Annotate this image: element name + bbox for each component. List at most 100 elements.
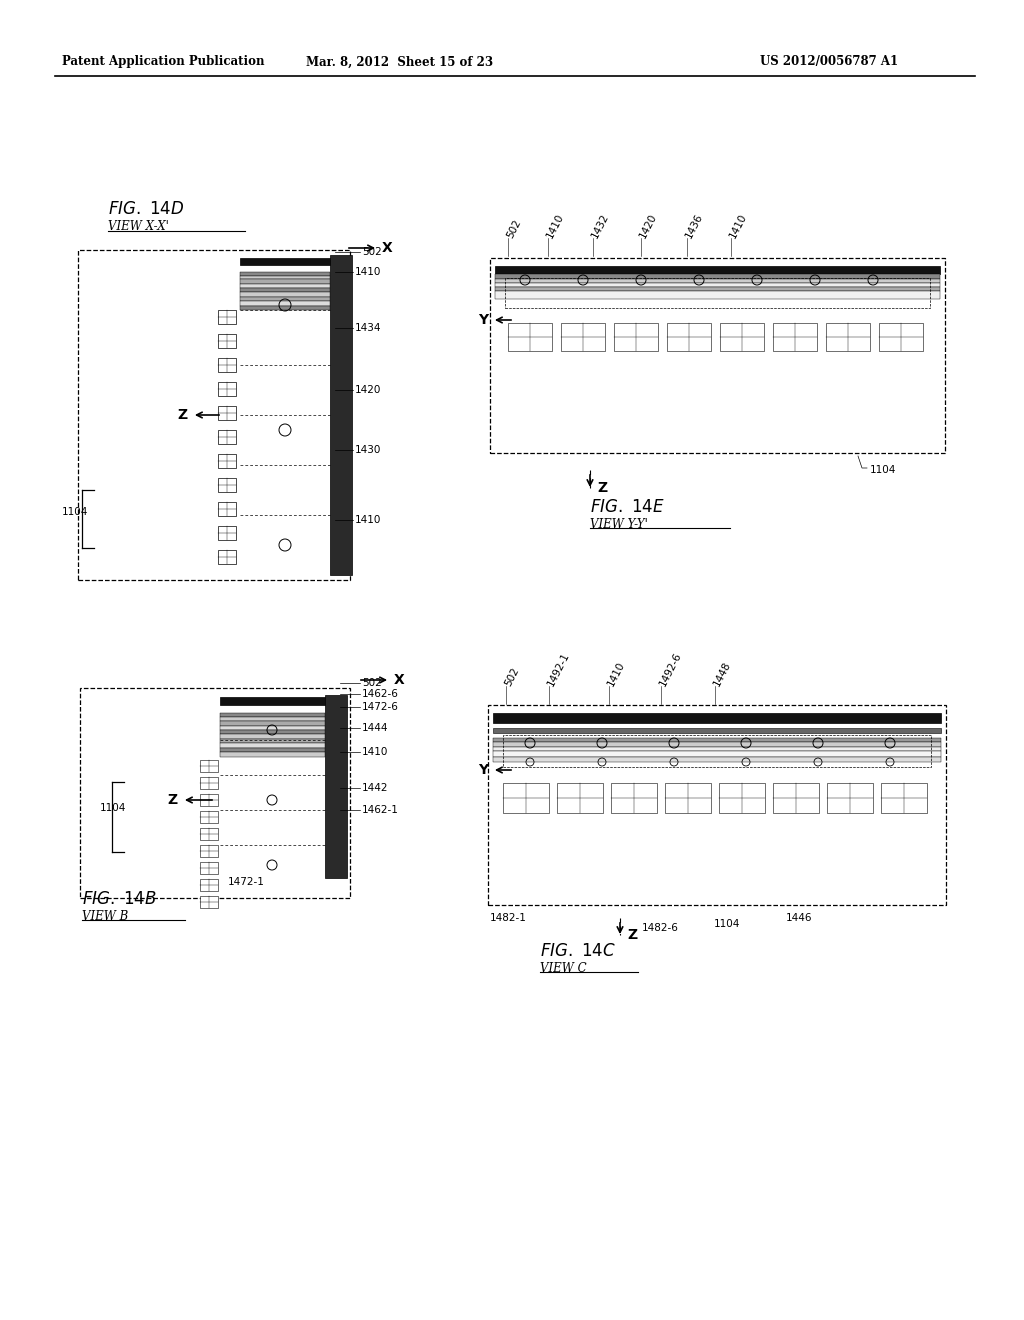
Text: 1448: 1448 [712,660,733,688]
Bar [488,705,946,906]
Bar [240,276,330,279]
Text: 1472-1: 1472-1 [228,876,265,887]
Bar [495,282,940,286]
Bar [495,267,940,275]
Text: VIEW X-X': VIEW X-X' [108,220,169,234]
Text: Z: Z [178,408,188,422]
Bar [493,756,941,762]
Bar [200,879,218,891]
Text: 1410: 1410 [362,747,388,756]
Text: 1410: 1410 [355,515,381,525]
Text: 1434: 1434 [355,323,382,333]
Bar [493,747,941,751]
Bar [220,752,325,756]
Bar [220,748,325,752]
Bar [614,323,658,351]
Bar [667,323,711,351]
Bar [220,743,325,748]
Bar [218,550,236,564]
Bar [773,323,817,351]
Bar [495,290,940,300]
Bar [493,742,941,747]
Bar [330,255,352,576]
Bar [200,760,218,772]
Bar [78,249,350,579]
Bar [240,284,330,288]
Text: 1104: 1104 [62,507,88,517]
Text: 502: 502 [362,678,382,688]
Text: Z: Z [597,480,607,495]
Bar [495,286,940,290]
Text: $\mathit{FIG.\ 14C}$: $\mathit{FIG.\ 14C}$ [540,944,616,961]
Bar [220,697,325,705]
Bar [325,696,347,878]
Text: X: X [394,673,404,686]
Text: 1492-1: 1492-1 [546,651,571,688]
Text: 1410: 1410 [355,267,381,277]
Bar [826,323,870,351]
Text: 1444: 1444 [362,723,388,733]
Text: 1446: 1446 [786,913,812,923]
Text: X: X [382,242,393,255]
Text: 1462-1: 1462-1 [362,805,399,814]
Bar [200,862,218,874]
Bar [240,292,330,297]
Text: US 2012/0056787 A1: US 2012/0056787 A1 [760,55,898,69]
Bar [881,783,927,813]
Text: 1430: 1430 [355,445,381,455]
Text: 1104: 1104 [870,465,896,475]
Text: Y: Y [478,763,488,777]
Bar [720,323,764,351]
Text: 1410: 1410 [728,213,749,240]
Text: 1442: 1442 [362,783,388,793]
Bar [557,783,603,813]
Bar [220,726,325,730]
Bar [218,430,236,444]
Bar [611,783,657,813]
Text: $\mathit{FIG.\ 14B}$: $\mathit{FIG.\ 14B}$ [82,891,157,908]
Text: VIEW Y-Y': VIEW Y-Y' [590,517,648,531]
Bar [200,896,218,908]
Bar [503,735,931,767]
Bar [879,323,923,351]
Bar [495,279,940,282]
Text: 1104: 1104 [100,803,126,813]
Text: 1492-6: 1492-6 [658,651,684,688]
Bar [561,323,605,351]
Bar [773,783,819,813]
Bar [200,828,218,840]
Text: VIEW C: VIEW C [540,961,587,974]
Bar [218,310,236,323]
Bar [220,734,325,739]
Bar [490,257,945,453]
Text: Patent Application Publication: Patent Application Publication [62,55,264,69]
Bar [240,288,330,292]
Bar [218,502,236,516]
Bar [220,721,325,726]
Text: Z: Z [627,928,637,942]
Bar [220,717,325,721]
Text: 1104: 1104 [714,919,740,929]
Text: 1410: 1410 [545,213,566,240]
Bar [218,478,236,492]
Text: $\mathit{FIG.\ 14E}$: $\mathit{FIG.\ 14E}$ [590,499,665,516]
Bar [80,688,350,898]
Bar [218,381,236,396]
Bar [240,301,330,306]
Bar [495,275,940,279]
Text: VIEW B: VIEW B [82,909,128,923]
Bar [719,783,765,813]
Text: 502: 502 [505,218,523,240]
Bar [493,729,941,733]
Bar [200,777,218,789]
Bar [220,713,325,717]
Bar [240,272,330,276]
Bar [240,279,330,284]
Text: 1462-6: 1462-6 [362,689,399,700]
Bar [218,454,236,469]
Bar [493,713,941,723]
Text: 502: 502 [503,665,521,688]
Bar [505,279,930,308]
Bar [220,730,325,734]
Text: 1420: 1420 [355,385,381,395]
